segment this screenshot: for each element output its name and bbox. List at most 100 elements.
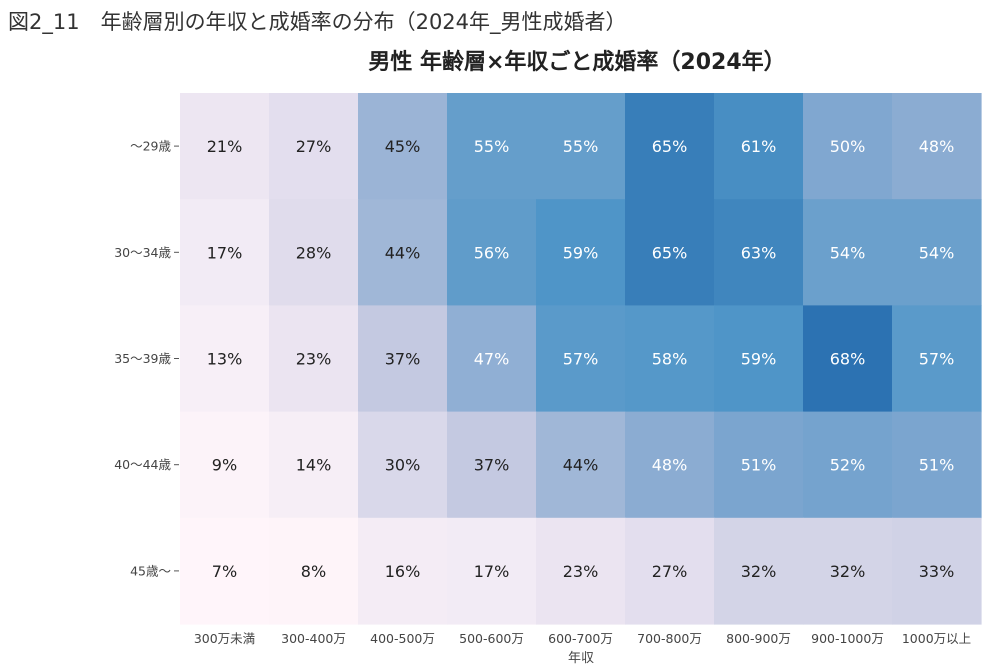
cell-value-label: 16% xyxy=(385,562,421,581)
cell-value-label: 33% xyxy=(919,562,955,581)
heatmap-cell xyxy=(625,411,715,519)
cell-value-label: 32% xyxy=(741,562,777,581)
y-tick-label: 30～34歳 xyxy=(114,245,171,260)
heatmap-cell xyxy=(536,199,626,306)
heatmap-cell xyxy=(269,199,359,306)
heatmap-cell xyxy=(180,411,270,519)
cell-value-label: 51% xyxy=(919,456,955,475)
x-tick-label: 1000万以上 xyxy=(902,631,971,646)
heatmap-cell xyxy=(892,93,982,200)
cell-value-label: 17% xyxy=(474,562,510,581)
cell-value-label: 59% xyxy=(741,350,777,369)
heatmap-cell xyxy=(358,411,448,519)
heatmap-cell xyxy=(803,517,893,625)
cell-value-label: 55% xyxy=(563,137,599,156)
heatmap-cell xyxy=(447,93,537,200)
cell-value-label: 7% xyxy=(212,562,237,581)
cell-value-label: 50% xyxy=(830,137,866,156)
cell-value-label: 57% xyxy=(563,350,599,369)
page-header-title: 図2_11 年齢層別の年収と成婚率の分布（2024年_男性成婚者） xyxy=(8,10,627,34)
cell-value-label: 17% xyxy=(207,243,243,262)
y-tick-label: 45歳～ xyxy=(130,563,171,578)
heatmap-cell-labels: 21% 27% 45% 55% 55% 65% 61% 50% 48% 17% 28% 44% 56% 5… xyxy=(207,137,955,581)
heatmap-cell xyxy=(536,93,626,200)
cell-value-label: 54% xyxy=(830,243,866,262)
cell-value-label: 52% xyxy=(830,456,866,475)
cell-value-label: 54% xyxy=(919,243,955,262)
cell-value-label: 55% xyxy=(474,137,510,156)
cell-value-label: 30% xyxy=(385,456,421,475)
y-tick-label: 35～39歳 xyxy=(114,351,171,366)
heatmap-cell xyxy=(269,411,359,519)
cell-value-label: 14% xyxy=(296,456,332,475)
heatmap-cell xyxy=(625,517,715,625)
heatmap-cell xyxy=(447,305,537,413)
cell-value-label: 57% xyxy=(919,350,955,369)
heatmap-cell xyxy=(892,305,982,413)
y-tick-label: 40～44歳 xyxy=(114,457,171,472)
cell-value-label: 48% xyxy=(919,137,955,156)
heatmap-cell xyxy=(892,411,982,519)
heatmap-cell xyxy=(803,305,893,413)
heatmap-cell xyxy=(358,517,448,625)
cell-value-label: 61% xyxy=(741,137,777,156)
cell-value-label: 45% xyxy=(385,137,421,156)
heatmap-cell xyxy=(447,411,537,519)
cell-value-label: 27% xyxy=(652,562,688,581)
heatmap-cell xyxy=(180,305,270,413)
cell-value-label: 48% xyxy=(652,456,688,475)
y-axis-ticks: ～29歳 30～34歳 35～39歳 40～44歳 45歳～ xyxy=(114,139,179,578)
x-tick-label: 500-600万 xyxy=(459,631,524,646)
heatmap-cell xyxy=(180,517,270,625)
cell-value-label: 56% xyxy=(474,243,510,262)
heatmap-cell xyxy=(714,305,804,413)
cell-value-label: 68% xyxy=(830,350,866,369)
x-tick-label: 400-500万 xyxy=(370,631,435,646)
heatmap-cell xyxy=(269,305,359,413)
heatmap-cell xyxy=(625,199,715,306)
heatmap-cell xyxy=(447,199,537,306)
heatmap-cell xyxy=(625,305,715,413)
heatmap-cell xyxy=(625,93,715,200)
heatmap-cell xyxy=(536,517,626,625)
cell-value-label: 21% xyxy=(207,137,243,156)
x-tick-label: 800-900万 xyxy=(726,631,791,646)
cell-value-label: 8% xyxy=(301,562,326,581)
heatmap-cell xyxy=(803,411,893,519)
cell-value-label: 47% xyxy=(474,350,510,369)
x-tick-label: 900-1000万 xyxy=(811,631,884,646)
x-axis-label: 年収 xyxy=(568,651,594,666)
heatmap-cell xyxy=(269,93,359,200)
cell-value-label: 23% xyxy=(563,562,599,581)
heatmap-cell xyxy=(714,517,804,625)
heatmap-cell xyxy=(358,93,448,200)
heatmap-cell xyxy=(536,411,626,519)
cell-value-label: 65% xyxy=(652,243,688,262)
heatmap-cell xyxy=(180,199,270,306)
heatmap-cell xyxy=(714,93,804,200)
heatmap-cell xyxy=(447,517,537,625)
heatmap-cell xyxy=(714,411,804,519)
heatmap-cell xyxy=(269,517,359,625)
cell-value-label: 37% xyxy=(385,350,421,369)
heatmap-cell xyxy=(892,517,982,625)
cell-value-label: 51% xyxy=(741,456,777,475)
heatmap-cell xyxy=(803,199,893,306)
heatmap-cell xyxy=(714,199,804,306)
cell-value-label: 27% xyxy=(296,137,332,156)
x-tick-label: 300-400万 xyxy=(281,631,346,646)
heatmap-cell xyxy=(358,305,448,413)
cell-value-label: 58% xyxy=(652,350,688,369)
x-tick-label: 300万未満 xyxy=(194,631,255,646)
cell-value-label: 44% xyxy=(385,243,421,262)
heatmap-cell xyxy=(358,199,448,306)
cell-value-label: 65% xyxy=(652,137,688,156)
heatmap-cell xyxy=(180,93,270,200)
heatmap-cell xyxy=(892,199,982,306)
heatmap-cell xyxy=(536,305,626,413)
cell-value-label: 63% xyxy=(741,243,777,262)
x-axis-ticks: 300万未満 300-400万 400-500万 500-600万 600-700万 70… xyxy=(194,631,971,646)
cell-value-label: 32% xyxy=(830,562,866,581)
cell-value-label: 59% xyxy=(563,243,599,262)
